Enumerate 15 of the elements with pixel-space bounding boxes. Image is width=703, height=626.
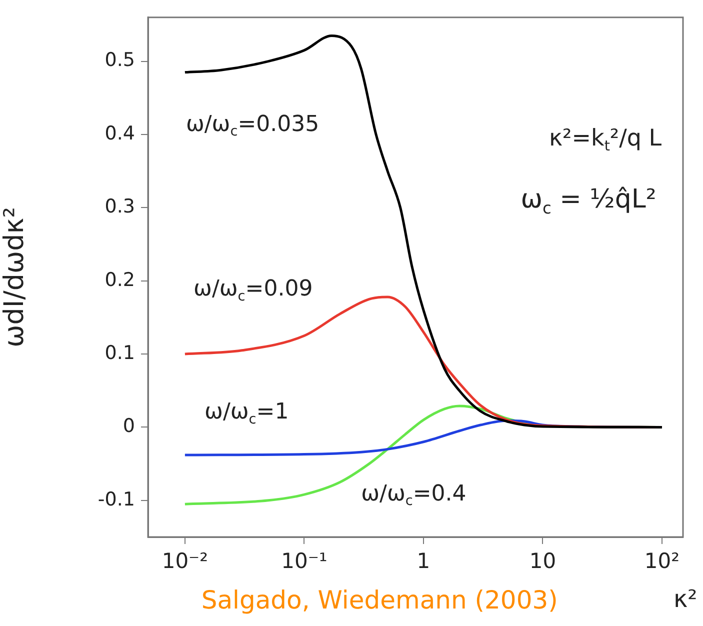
- y-tick-label: 0: [122, 415, 135, 438]
- x-tick-label: 1: [416, 549, 430, 574]
- x-tick-label: 10⁻¹: [281, 549, 328, 574]
- y-tick-label: 0.2: [104, 268, 135, 291]
- y-tick-label: 0.1: [104, 342, 135, 364]
- y-tick-label: 0.3: [104, 196, 135, 218]
- x-axis-title: κ²: [674, 585, 698, 614]
- y-tick-label: 0.4: [104, 122, 135, 144]
- x-tick-label: 10²: [644, 549, 680, 574]
- text: Salgado, Wiedemann (2003): [201, 585, 558, 614]
- y-tick-label: -0.1: [98, 488, 135, 510]
- x-tick-label: 10: [529, 549, 556, 574]
- x-tick-label: 10⁻²: [162, 549, 208, 574]
- y-axis-title: ωdI/dωdκ²: [0, 206, 30, 348]
- y-tick-label: 0.5: [104, 49, 135, 72]
